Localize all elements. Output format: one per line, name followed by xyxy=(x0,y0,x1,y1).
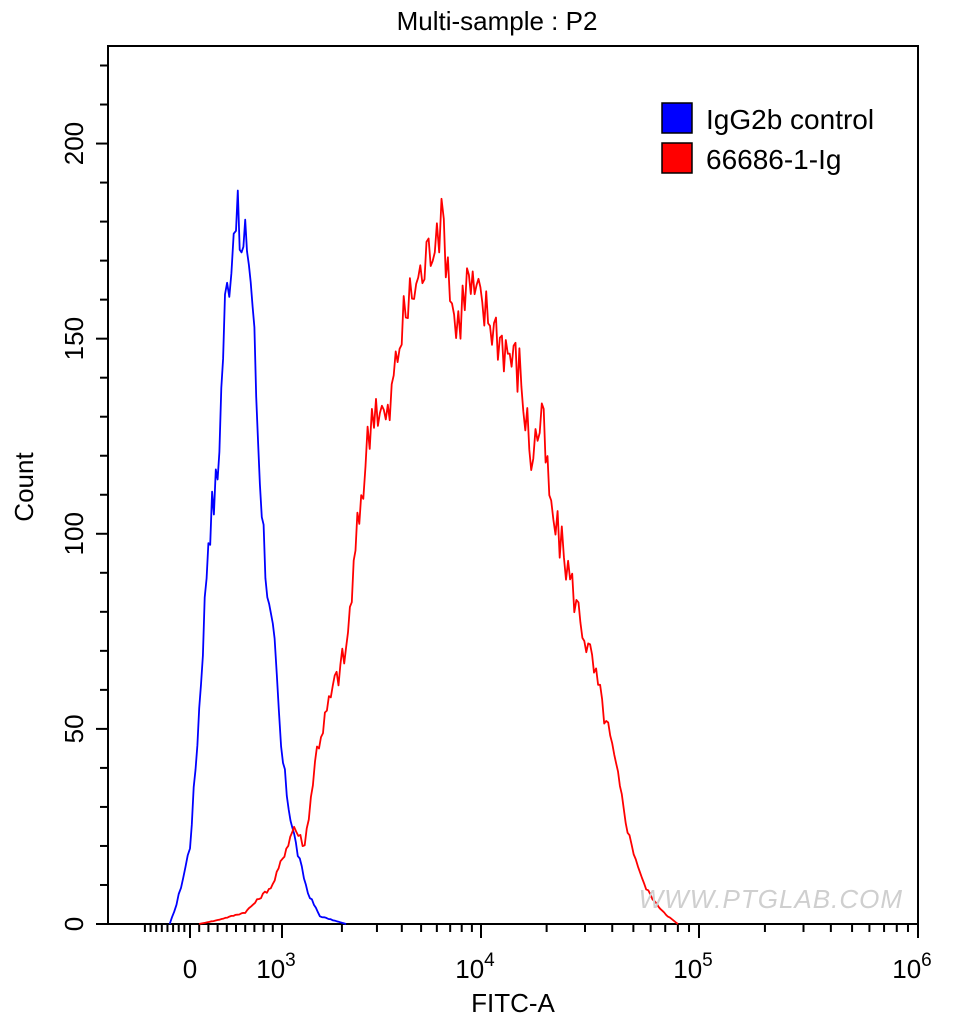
legend-label-2: 66686-1-Ig xyxy=(706,144,841,175)
x-axis-label: FITC-A xyxy=(471,988,555,1018)
y-tick-label: 50 xyxy=(59,714,89,743)
y-tick-label: 150 xyxy=(59,317,89,360)
series-line-2 xyxy=(198,197,679,925)
watermark: WWW.PTGLAB.COM xyxy=(639,884,903,914)
series-line-1 xyxy=(168,189,347,925)
y-axis: 0 50 100 150 200 xyxy=(59,64,108,931)
y-tick-label: 100 xyxy=(59,512,89,555)
legend-label-1: IgG2b control xyxy=(706,104,874,135)
x-tick-label: 103 xyxy=(256,950,296,984)
plot-area xyxy=(107,45,919,925)
legend-swatch-2 xyxy=(661,142,693,174)
series-group xyxy=(168,189,679,925)
y-tick-label: 0 xyxy=(59,917,89,931)
x-tick-label: 104 xyxy=(455,950,495,984)
x-axis: 0 103 104 105 106 xyxy=(143,924,932,984)
legend-swatch-1 xyxy=(661,102,693,134)
legend: IgG2b control 66686-1-Ig xyxy=(661,102,874,175)
x-tick-label: 0 xyxy=(183,954,197,984)
chart-title: Multi-sample : P2 xyxy=(397,6,598,36)
plot-frame xyxy=(107,45,919,925)
y-tick-label: 200 xyxy=(59,122,89,165)
y-axis-label: Count xyxy=(9,452,39,522)
x-tick-label: 106 xyxy=(892,950,932,984)
x-tick-label: 105 xyxy=(673,950,713,984)
